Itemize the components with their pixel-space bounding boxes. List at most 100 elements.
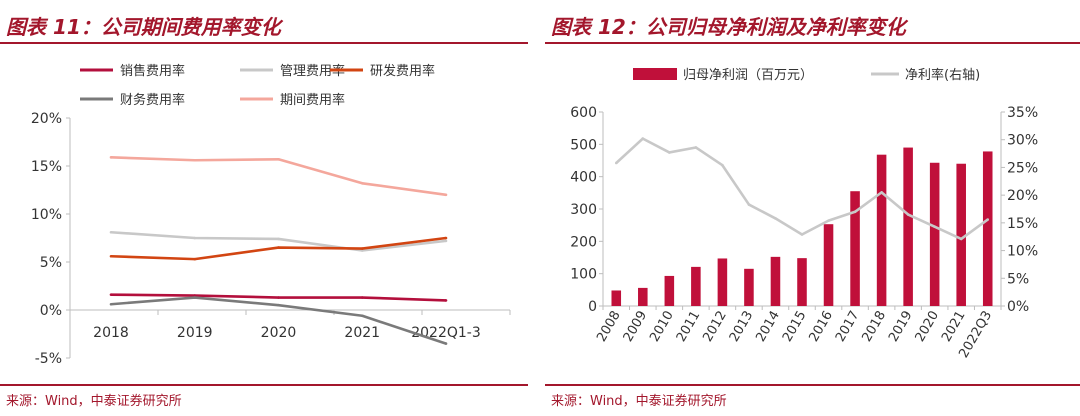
- x-tick-label: 2019: [886, 309, 916, 345]
- data-point-sales: [277, 296, 280, 299]
- data-point-margin: [668, 151, 671, 154]
- legend-label-period: 期间费用率: [280, 92, 345, 108]
- bar: [664, 275, 675, 306]
- data-point-margin: [827, 219, 830, 222]
- legend-item-admin: 管理费用率: [240, 63, 345, 79]
- series-period: [109, 156, 448, 197]
- data-point-margin: [721, 163, 724, 167]
- bar: [956, 163, 966, 306]
- series-bars: [611, 147, 993, 306]
- y-tick-label: 5%: [40, 255, 62, 271]
- data-point-margin: [986, 218, 990, 221]
- x-tick-label: 2013: [727, 309, 757, 345]
- y2-tick-label: 15%: [1007, 216, 1038, 232]
- data-point-rd: [109, 254, 113, 258]
- series-margin: [614, 137, 990, 241]
- net-profit-chart: 归母净利润（百万元） 净利率(右轴) 0 100 200 300 400 500 600 0% 5%…: [570, 67, 1038, 361]
- data-point-sales: [360, 296, 364, 299]
- y2-tick-label: 5%: [1007, 271, 1029, 287]
- y-tick-label: 400: [570, 170, 597, 186]
- y-tick-label: 500: [570, 137, 597, 153]
- y2-tick-label: 35%: [1007, 105, 1038, 121]
- data-point-period: [360, 181, 364, 185]
- data-point-admin: [444, 239, 448, 243]
- x-tick-label: 2015: [780, 309, 810, 345]
- data-point-sales: [444, 299, 448, 302]
- data-point-margin: [774, 217, 777, 220]
- data-point-margin: [880, 191, 883, 194]
- data-point-rd: [360, 247, 364, 250]
- legend-item-fin: 财务费用率: [80, 92, 185, 108]
- y-tick-label: -5%: [35, 351, 62, 367]
- chart-title: 图表 11：公司期间费用率变化: [6, 15, 281, 39]
- series-line-period: [110, 156, 447, 197]
- y-tick-label: 600: [570, 105, 597, 121]
- x-tick-label: 2014: [753, 309, 783, 345]
- bar: [823, 224, 834, 306]
- data-point-rd: [277, 246, 280, 249]
- y-tick-label: 300: [570, 202, 597, 218]
- legend-item-bar: 归母净利润（百万元）: [633, 68, 813, 83]
- bar: [929, 162, 940, 306]
- bar: [770, 256, 781, 306]
- data-point-rd: [193, 257, 197, 261]
- data-point-sales: [109, 293, 113, 296]
- legend-item-margin: 净利率(右轴): [871, 67, 980, 83]
- legend-label-bar: 归母净利润（百万元）: [683, 68, 813, 83]
- x-tick-label: 2018: [93, 325, 129, 341]
- y-tick-label: 20%: [31, 111, 62, 127]
- data-point-margin: [853, 210, 857, 214]
- y2-tick-label: 25%: [1007, 160, 1038, 176]
- net-profit-panel: 图表 12：公司归母净利润及净利率变化 归母净利润（百万元） 净利率(右轴) 0 10…: [545, 0, 1080, 415]
- x-tick-label: 2017: [833, 309, 863, 345]
- y-tick-label: 15%: [31, 159, 62, 175]
- title-bar: 图表 12：公司归母净利润及净利率变化: [545, 0, 1080, 44]
- data-point-sales: [193, 294, 197, 297]
- series-rd: [109, 236, 448, 261]
- bar: [982, 151, 993, 306]
- y2-tick-label: 30%: [1007, 133, 1038, 149]
- x-tick-label: 2012: [700, 309, 730, 345]
- x-tick-label: 2020: [913, 309, 943, 345]
- legend-label-admin: 管理费用率: [280, 63, 345, 79]
- chart-title: 图表 12：公司归母净利润及净利率变化: [551, 15, 906, 39]
- data-point-margin: [747, 203, 751, 206]
- y2-tick-label: 20%: [1007, 188, 1038, 204]
- data-point-margin: [614, 161, 618, 165]
- bar: [797, 258, 807, 306]
- data-point-margin: [959, 237, 963, 241]
- data-point-rd: [444, 236, 448, 240]
- data-point-fin: [444, 342, 448, 345]
- y-tick-label: 0%: [40, 303, 62, 319]
- data-point-fin: [277, 303, 280, 307]
- series-sales: [109, 293, 448, 302]
- y2-tick-label: 10%: [1007, 244, 1038, 260]
- x-tick-label: 2009: [621, 309, 651, 345]
- data-point-margin: [694, 146, 698, 149]
- y-tick-label: 0: [588, 299, 597, 315]
- data-point-admin: [277, 237, 280, 241]
- bar: [611, 290, 622, 306]
- data-point-fin: [193, 296, 197, 299]
- legend-item-period: 期间费用率: [240, 92, 345, 108]
- x-tick-label: 2022Q1-3: [411, 325, 481, 341]
- title-bar: 图表 11：公司期间费用率变化: [0, 0, 528, 44]
- expense-ratio-panel: 图表 11：公司期间费用率变化 销售费用率 管理费用率 研发费用率 财务费用率 期间费用…: [0, 0, 528, 415]
- x-tick-label: 2020: [261, 325, 297, 341]
- x-tick-label: 2021: [344, 325, 380, 341]
- x-tick-label: 2016: [806, 309, 836, 345]
- x-tick-label: 2011: [674, 309, 704, 345]
- source-bar: 来源：Wind，中泰证券研究所: [0, 384, 528, 416]
- x-tick-label: 2019: [177, 325, 213, 341]
- data-point-fin: [360, 314, 364, 318]
- data-point-margin: [906, 213, 910, 216]
- data-point-period: [193, 158, 197, 162]
- legend: 归母净利润（百万元） 净利率(右轴): [633, 67, 980, 83]
- legend-item-rd: 研发费用率: [330, 63, 435, 79]
- y-tick-label: 10%: [31, 207, 62, 223]
- legend-label-rd: 研发费用率: [370, 63, 435, 79]
- data-point-period: [277, 157, 280, 161]
- bar: [638, 287, 648, 306]
